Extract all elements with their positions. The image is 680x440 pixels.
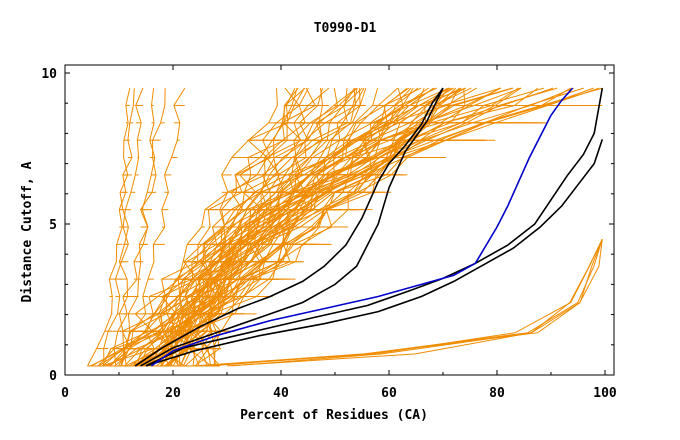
background-curve bbox=[98, 87, 323, 367]
background-curve bbox=[160, 87, 466, 367]
plot-frame bbox=[64, 64, 615, 376]
y-axis-ticks: 0 5 10 bbox=[41, 67, 614, 384]
background-curve bbox=[198, 238, 603, 367]
background-curve bbox=[102, 88, 278, 367]
x-tick-label: 100 bbox=[593, 386, 617, 401]
y-axis-label: Distance Cutoff, A bbox=[20, 161, 35, 302]
background-curve bbox=[227, 239, 603, 367]
x-tick-label: 80 bbox=[489, 386, 505, 401]
x-axis-ticks: 0 20 40 60 80 100 bbox=[61, 65, 617, 401]
background-series-group bbox=[87, 87, 603, 367]
background-curve bbox=[118, 87, 131, 366]
x-tick-label: 20 bbox=[165, 386, 181, 401]
x-tick-label: 60 bbox=[381, 386, 397, 401]
x-axis-label: Percent of Residues (CA) bbox=[240, 408, 428, 423]
y-tick-label: 10 bbox=[41, 67, 57, 82]
y-tick-label: 5 bbox=[49, 218, 57, 233]
main-series-group bbox=[134, 87, 604, 367]
background-curve bbox=[161, 87, 450, 367]
y-tick-label: 0 bbox=[49, 369, 57, 384]
series-line-2 bbox=[140, 87, 444, 367]
background-curve bbox=[179, 87, 554, 367]
chart-title: T0990-D1 bbox=[314, 21, 377, 36]
background-curve bbox=[120, 88, 156, 367]
series-line-4 bbox=[145, 139, 604, 367]
highlight-series-line bbox=[150, 87, 574, 367]
background-curve bbox=[87, 88, 135, 367]
background-curve bbox=[97, 88, 166, 367]
background-curve bbox=[90, 88, 348, 367]
x-tick-label: 40 bbox=[273, 386, 289, 401]
x-tick-label: 0 bbox=[61, 386, 69, 401]
series-line-1 bbox=[134, 87, 444, 367]
background-curve bbox=[156, 87, 477, 367]
background-curve bbox=[231, 238, 603, 367]
background-curve bbox=[172, 87, 472, 367]
